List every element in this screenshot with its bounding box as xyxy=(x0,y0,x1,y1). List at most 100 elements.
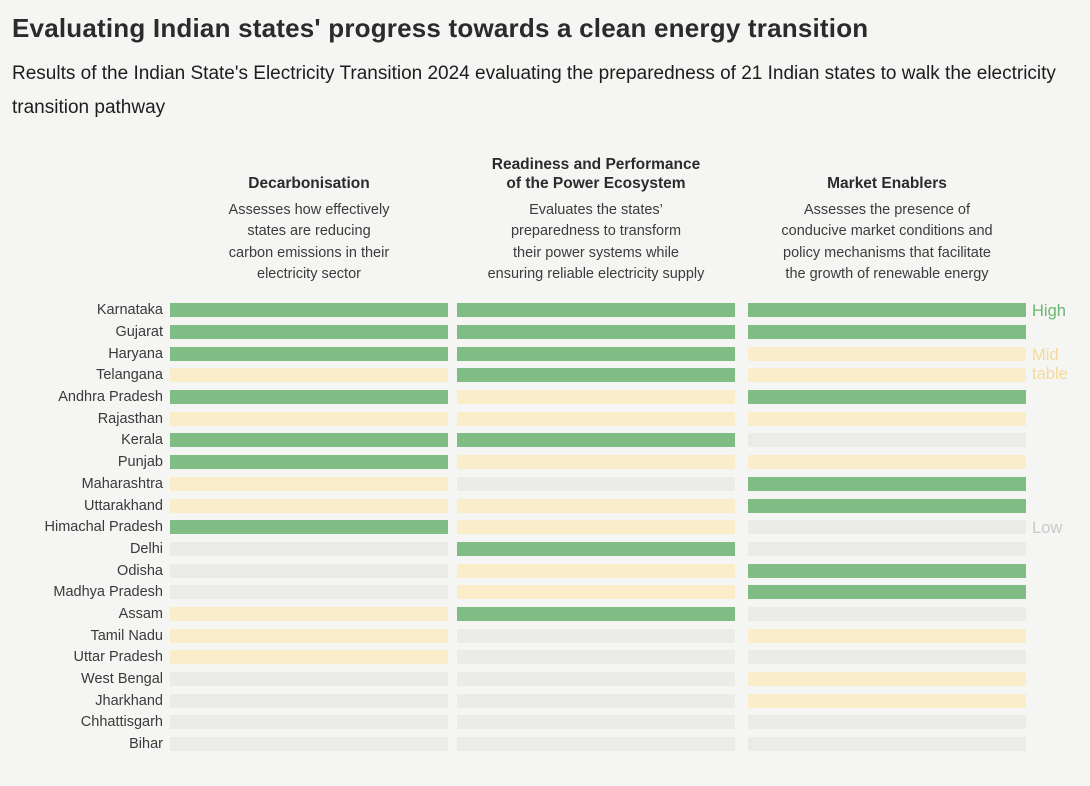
score-bar-mid xyxy=(457,520,735,535)
score-cell xyxy=(457,498,735,513)
score-cell xyxy=(170,498,448,513)
score-cell xyxy=(170,433,448,448)
page-title: Evaluating Indian states' progress towar… xyxy=(12,13,869,43)
table-row: Assam xyxy=(12,603,1078,625)
score-bar-low xyxy=(170,715,448,730)
score-bar-high xyxy=(457,368,735,383)
score-cell xyxy=(748,346,1026,361)
score-cell xyxy=(457,325,735,340)
score-bar-low xyxy=(457,476,735,491)
score-bar-mid xyxy=(457,585,735,600)
score-cell xyxy=(170,368,448,383)
score-cell xyxy=(457,715,735,730)
table-row: Himachal Pradesh xyxy=(12,516,1078,538)
score-cell xyxy=(170,476,448,491)
score-cell xyxy=(748,455,1026,470)
state-label: Uttar Pradesh xyxy=(73,649,163,666)
score-cell xyxy=(748,520,1026,535)
score-bar-mid xyxy=(457,390,735,405)
state-label: Himachal Pradesh xyxy=(44,519,163,536)
score-cell xyxy=(748,368,1026,383)
score-bar-low xyxy=(170,563,448,578)
state-label: Gujarat xyxy=(115,324,163,341)
score-bar-mid xyxy=(457,563,735,578)
table-row: Odisha xyxy=(12,560,1078,582)
score-bar-high xyxy=(748,390,1026,405)
state-label: Karnataka xyxy=(96,302,163,319)
score-bar-high xyxy=(457,541,735,556)
state-label: Chhattisgarh xyxy=(80,714,163,731)
state-label: Jharkhand xyxy=(95,692,163,709)
score-cell xyxy=(748,606,1026,621)
state-label: Punjab xyxy=(117,454,163,471)
score-bar-high xyxy=(457,606,735,621)
column-title: Readiness and Performance of the Power E… xyxy=(491,155,701,192)
score-bar-mid xyxy=(748,693,1026,708)
score-cell xyxy=(170,390,448,405)
table-row: Madhya Pradesh xyxy=(12,581,1078,603)
score-cell xyxy=(457,672,735,687)
column-description: Evaluates the states’ preparedness to tr… xyxy=(487,201,705,283)
state-label: Tamil Nadu xyxy=(90,627,163,644)
score-bar-mid xyxy=(170,411,448,426)
score-cell xyxy=(748,563,1026,578)
score-bar-high xyxy=(748,585,1026,600)
level-label-low: Low xyxy=(1032,518,1063,537)
table-row: Jharkhand xyxy=(12,690,1078,712)
table-row: Haryana xyxy=(12,343,1078,365)
column-header-decarbonisation: Decarbonisation Assesses how effectively… xyxy=(170,174,448,286)
score-bar-high xyxy=(170,520,448,535)
score-bar-high xyxy=(748,325,1026,340)
score-bar-mid xyxy=(457,455,735,470)
state-label: Rajasthan xyxy=(97,410,163,427)
score-bar-low xyxy=(748,606,1026,621)
state-label: Telangana xyxy=(96,367,163,384)
column-title: Decarbonisation xyxy=(248,174,370,192)
score-bar-low xyxy=(457,650,735,665)
score-bar-mid xyxy=(170,368,448,383)
column-title: Market Enablers xyxy=(827,174,947,192)
state-label: Odisha xyxy=(117,562,163,579)
score-bar-low xyxy=(748,737,1026,752)
score-bar-high xyxy=(170,346,448,361)
score-bar-high xyxy=(457,433,735,448)
table-row: Karnataka xyxy=(12,300,1078,322)
score-cell xyxy=(748,390,1026,405)
state-label: Madhya Pradesh xyxy=(53,584,163,601)
column-description: Assesses how effectively states are redu… xyxy=(228,201,390,283)
state-label: Assam xyxy=(118,605,163,622)
score-bar-low xyxy=(170,737,448,752)
score-bar-low xyxy=(170,693,448,708)
table-row: Kerala xyxy=(12,430,1078,452)
score-bar-mid xyxy=(170,606,448,621)
state-label: Delhi xyxy=(129,540,163,557)
table-row: Telangana xyxy=(12,365,1078,387)
score-cell xyxy=(170,737,448,752)
score-bar-mid xyxy=(457,411,735,426)
score-bar-mid xyxy=(748,368,1026,383)
score-bar-high xyxy=(170,455,448,470)
score-cell xyxy=(170,303,448,318)
score-bar-mid xyxy=(170,650,448,665)
column-header-market-enablers: Market Enablers Assesses the presence of… xyxy=(748,174,1026,286)
level-label-high: High xyxy=(1032,301,1066,320)
score-bar-mid xyxy=(748,455,1026,470)
score-cell xyxy=(748,411,1026,426)
table-row: Delhi xyxy=(12,538,1078,560)
score-cell xyxy=(457,585,735,600)
score-bar-low xyxy=(457,693,735,708)
score-bar-high xyxy=(170,325,448,340)
score-cell xyxy=(748,715,1026,730)
score-cell xyxy=(170,346,448,361)
score-bar-high xyxy=(748,303,1026,318)
score-bar-high xyxy=(170,303,448,318)
score-cell xyxy=(457,520,735,535)
score-bar-low xyxy=(748,650,1026,665)
score-cell xyxy=(457,628,735,643)
score-cell xyxy=(170,650,448,665)
score-cell xyxy=(170,628,448,643)
rows: High Mid table Low Karnataka Gujarat Harya… xyxy=(12,300,1078,755)
score-bar-high xyxy=(748,476,1026,491)
score-cell xyxy=(748,498,1026,513)
